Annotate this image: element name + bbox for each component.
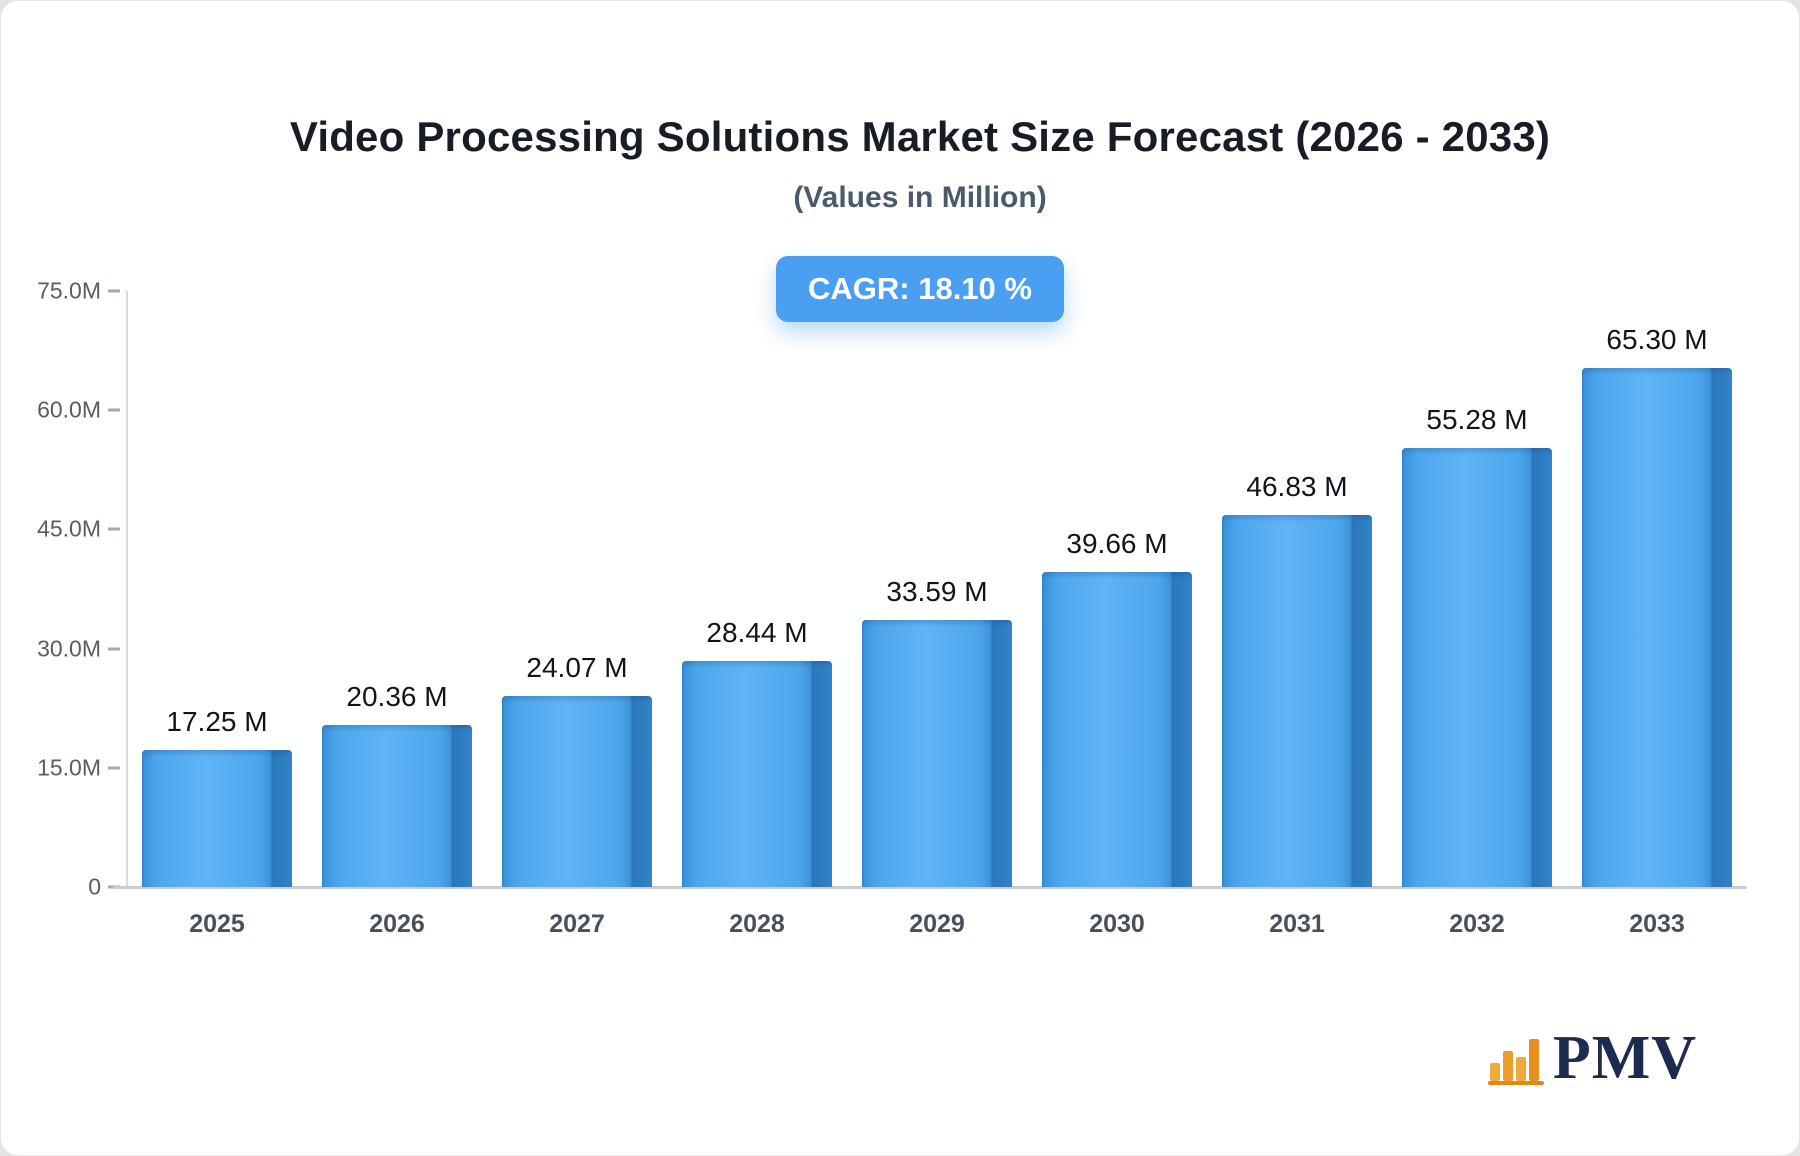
bar-value-label: 33.59 M (886, 576, 988, 608)
bar-value-label: 46.83 M (1246, 470, 1348, 502)
logo-text: PMV (1552, 1024, 1697, 1093)
y-axis-tick-mark (108, 647, 120, 651)
bar-2032[interactable] (1402, 447, 1552, 887)
x-axis-line (113, 886, 1747, 889)
bar-value-label: 20.36 M (346, 681, 448, 713)
bar-value-label: 55.28 M (1426, 403, 1528, 435)
x-axis-label: 2031 (1269, 910, 1325, 938)
bar-group-2027: 24.07 M 2027 (487, 291, 667, 938)
bar-group-2030: 39.66 M 2030 (1027, 291, 1207, 938)
chart-title: Video Processing Solutions Market Size F… (289, 113, 1551, 160)
bar-2033[interactable] (1582, 368, 1732, 887)
x-axis-label: 2027 (549, 910, 605, 938)
y-axis-tick-mark (108, 289, 120, 293)
bar-group-2033: 65.30 M 2033 (1567, 291, 1747, 938)
bar-group-2032: 55.28 M 2032 (1387, 291, 1567, 938)
bar-2029[interactable] (862, 620, 1012, 887)
y-axis-tick-label: 45.0M (37, 515, 101, 542)
bar-value-label: 24.07 M (526, 651, 628, 683)
x-axis-label: 2033 (1629, 910, 1685, 938)
bar-group-2029: 33.59 M 2029 (847, 291, 1027, 938)
pmv-logo: PMV (1487, 1024, 1697, 1093)
bar-group-2028: 28.44 M 2028 (667, 291, 847, 938)
bar-2030[interactable] (1042, 571, 1192, 887)
bar-2027[interactable] (502, 695, 652, 887)
bar-chart-icon (1487, 1039, 1544, 1085)
y-axis-tick-label: 15.0M (37, 754, 101, 781)
bar-value-label: 17.25 M (166, 705, 268, 737)
chart-subtitle: (Values in Million) (793, 181, 1047, 214)
y-axis-tick-mark (108, 527, 120, 531)
y-axis-tick-mark (108, 408, 120, 412)
bar-2031[interactable] (1222, 514, 1372, 887)
bar-value-label: 65.30 M (1606, 324, 1708, 356)
bar-2026[interactable] (322, 725, 472, 887)
y-axis-tick-mark (108, 766, 120, 770)
plot-area: 0 15.0M 30.0M 45.0M 60.0M 75.0M 17.25 M 2025 20… (37, 278, 1747, 938)
x-axis-label: 2028 (729, 910, 785, 938)
y-axis-tick-label: 60.0M (37, 396, 101, 423)
bar-2025[interactable] (142, 749, 292, 887)
x-axis-label: 2029 (909, 910, 965, 938)
bar-value-label: 28.44 M (706, 617, 808, 648)
x-axis-label: 2032 (1449, 910, 1505, 938)
y-axis-tick-label: 75.0M (37, 277, 101, 304)
bar-group-2031: 46.83 M 2031 (1207, 291, 1387, 938)
bar-group-2025: 17.25 M 2025 (127, 291, 307, 938)
x-axis-label: 2030 (1089, 910, 1145, 938)
bar-group-2026: 20.36 M 2026 (307, 291, 487, 938)
y-axis-line (126, 291, 128, 887)
bar-2028[interactable] (682, 661, 832, 887)
y-axis-tick-label: 30.0M (37, 635, 101, 662)
y-axis-tick-label: 0 (88, 873, 101, 900)
bars-container: 17.25 M 2025 20.36 M 2026 24.07 M 2027 28.44 M… (127, 291, 1747, 938)
x-axis-label: 2026 (369, 910, 425, 938)
bar-value-label: 39.66 M (1066, 527, 1168, 559)
x-axis-label: 2025 (189, 910, 245, 938)
cagr-badge: CAGR: 18.10 % (776, 256, 1064, 322)
